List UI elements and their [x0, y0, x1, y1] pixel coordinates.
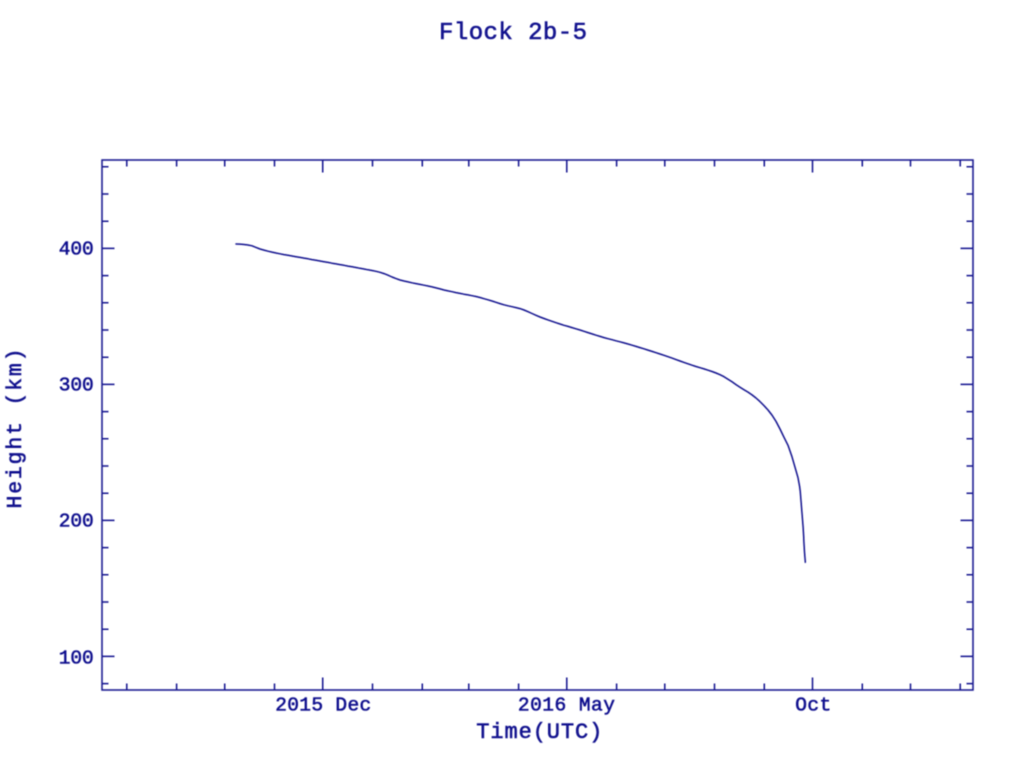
svg-text:100: 100	[59, 647, 94, 669]
svg-text:400: 400	[59, 238, 94, 260]
svg-text:Flock 2b-5: Flock 2b-5	[439, 20, 587, 47]
svg-text:300: 300	[59, 374, 94, 396]
svg-text:2016 May: 2016 May	[518, 694, 615, 716]
svg-text:Time(UTC): Time(UTC)	[476, 720, 602, 745]
svg-text:200: 200	[59, 510, 94, 532]
svg-text:Height (km): Height (km)	[4, 349, 28, 509]
svg-text:Oct: Oct	[795, 694, 831, 716]
svg-text:2015 Dec: 2015 Dec	[275, 694, 371, 716]
